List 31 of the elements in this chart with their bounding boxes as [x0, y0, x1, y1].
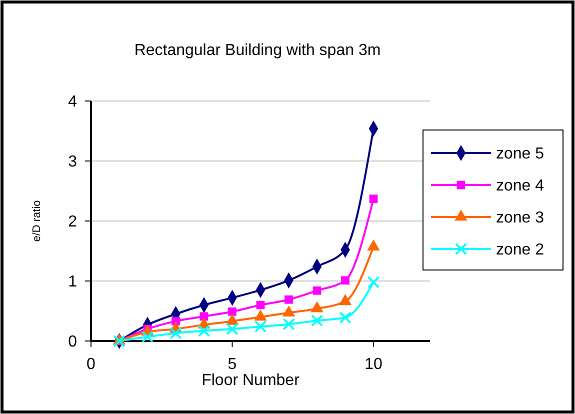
y-axis-title: e/D ratio — [31, 200, 43, 242]
point — [284, 295, 293, 304]
x-tick-label: 5 — [228, 356, 237, 373]
y-tick-label: 1 — [68, 274, 78, 291]
point — [226, 322, 238, 336]
point — [254, 320, 267, 333]
chart-title: Rectangular Building with span 3m — [134, 42, 381, 59]
point — [341, 276, 350, 285]
y-tick-label: 2 — [68, 214, 78, 231]
point — [198, 324, 210, 337]
point — [228, 307, 236, 316]
point — [339, 311, 352, 324]
x-tick-label: 10 — [364, 356, 382, 373]
point — [310, 314, 324, 327]
point — [282, 318, 295, 330]
point — [312, 286, 322, 295]
legend-label: zone 5 — [496, 146, 544, 163]
point — [367, 276, 380, 288]
y-tick-label: 4 — [68, 94, 78, 111]
legend-label: zone 2 — [496, 242, 544, 259]
point — [200, 312, 208, 321]
x-axis-title: Floor Number — [202, 372, 300, 389]
y-tick-label: 3 — [68, 154, 78, 171]
point — [369, 194, 378, 203]
x-tick-label: 0 — [86, 356, 96, 373]
legend-label: zone 3 — [496, 210, 544, 227]
y-tick-label: 0 — [68, 334, 78, 351]
point — [256, 300, 265, 310]
point — [141, 330, 154, 343]
point — [170, 327, 182, 340]
legend-label: zone 4 — [496, 178, 544, 195]
